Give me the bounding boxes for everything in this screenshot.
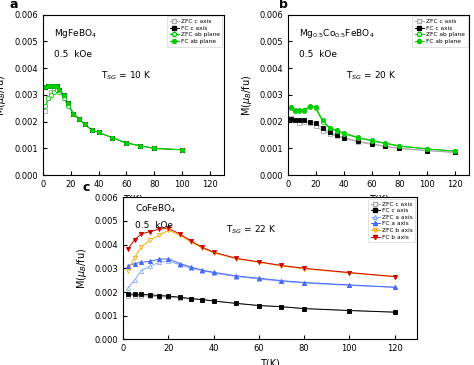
- Text: T$_{SG}$ = 22 K: T$_{SG}$ = 22 K: [226, 224, 276, 236]
- Text: b: b: [279, 0, 288, 11]
- Legend: ZFC c axis, FC c axis, ZFC ab plane, FC ab plane: ZFC c axis, FC c axis, ZFC ab plane, FC …: [412, 16, 467, 47]
- X-axis label: T(K): T(K): [260, 359, 280, 365]
- Text: c: c: [82, 181, 90, 194]
- X-axis label: T(K): T(K): [124, 195, 143, 205]
- Text: MgFeBO$_4$: MgFeBO$_4$: [54, 27, 97, 41]
- Text: T$_{SG}$ = 20 K: T$_{SG}$ = 20 K: [346, 70, 396, 82]
- Legend: ZFC c axis, FC c axis, ZFC ab plane, FC ab plane: ZFC c axis, FC c axis, ZFC ab plane, FC …: [167, 16, 222, 47]
- Text: 0.5  kOe: 0.5 kOe: [299, 50, 337, 59]
- X-axis label: T(K): T(K): [369, 195, 388, 205]
- Y-axis label: M($\mu_B$/fu): M($\mu_B$/fu): [0, 74, 9, 115]
- Text: CoFeBO$_4$: CoFeBO$_4$: [135, 203, 176, 215]
- Y-axis label: M($\mu_B$/fu): M($\mu_B$/fu): [75, 248, 89, 289]
- Y-axis label: M($\mu_B$/fu): M($\mu_B$/fu): [239, 74, 254, 115]
- Text: a: a: [10, 0, 18, 11]
- Legend: ZFC c axis, FC c axis, ZFC a axis, FC a axis, ZFC b axis, FC b axis: ZFC c axis, FC c axis, ZFC a axis, FC a …: [368, 199, 415, 242]
- Text: 0.5  kOe: 0.5 kOe: [54, 50, 91, 59]
- Text: T$_{SG}$ = 10 K: T$_{SG}$ = 10 K: [101, 70, 151, 82]
- Text: 0.5  kOe: 0.5 kOe: [135, 221, 173, 230]
- Text: Mg$_{0.5}$Co$_{0.5}$FeBO$_4$: Mg$_{0.5}$Co$_{0.5}$FeBO$_4$: [299, 27, 374, 41]
